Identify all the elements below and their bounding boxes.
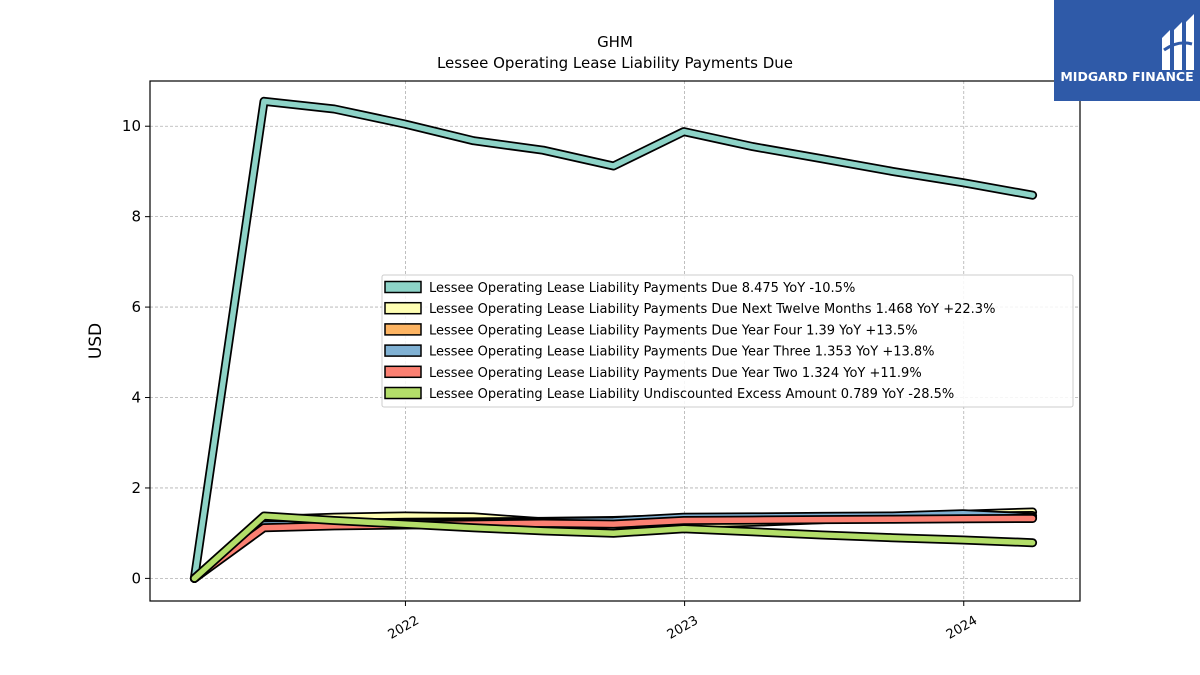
y-tick-label: 10 xyxy=(122,117,141,135)
legend-swatch xyxy=(384,365,422,379)
y-axis-ticks: 0 2 4 6 8 10 xyxy=(122,117,150,587)
legend-label: Lessee Operating Lease Liability Payment… xyxy=(429,366,922,381)
legend-swatch xyxy=(384,344,422,357)
y-tick-label: 8 xyxy=(131,208,141,226)
legend-swatch xyxy=(384,301,422,315)
legend-swatch xyxy=(384,323,422,336)
y-tick-label: 2 xyxy=(131,479,141,497)
chart-title: GHM xyxy=(597,33,633,51)
x-axis-ticks: 2022 2023 2024 xyxy=(386,601,980,643)
x-tick-label: 2023 xyxy=(665,613,701,643)
y-tick-label: 6 xyxy=(131,298,141,316)
series-lines xyxy=(189,96,1038,583)
series-line-5 xyxy=(191,515,1036,582)
series-line-1 xyxy=(191,98,1036,582)
x-tick-label: 2024 xyxy=(944,613,980,643)
legend-box xyxy=(381,274,1074,408)
legend-swatch xyxy=(384,386,422,400)
y-tick-label: 0 xyxy=(131,569,141,587)
legend-label: Lessee Operating Lease Liability Payment… xyxy=(429,323,918,338)
logo-text: MIDGARD FINANCE xyxy=(1060,69,1194,84)
plot-area-frame xyxy=(149,80,1081,602)
y-tick-label: 4 xyxy=(131,389,141,407)
logo-mark-icon xyxy=(1162,14,1194,70)
legend-swatch xyxy=(384,280,422,294)
legend-label: Lessee Operating Lease Liability Payment… xyxy=(429,302,995,317)
legend-label: Lessee Operating Lease Liability Payment… xyxy=(429,281,855,296)
x-tick-label: 2022 xyxy=(386,613,422,643)
chart-subtitle: Lessee Operating Lease Liability Payment… xyxy=(437,54,793,72)
y-axis-label: USD xyxy=(86,323,106,359)
legend: Lessee Operating Lease Liability Payment… xyxy=(381,274,1074,408)
legend-label: Lessee Operating Lease Liability Undisco… xyxy=(429,387,954,402)
legend-label: Lessee Operating Lease Liability Payment… xyxy=(429,345,935,360)
brand-logo: MIDGARD FINANCE xyxy=(1054,0,1200,101)
series-line-6 xyxy=(191,513,1036,582)
